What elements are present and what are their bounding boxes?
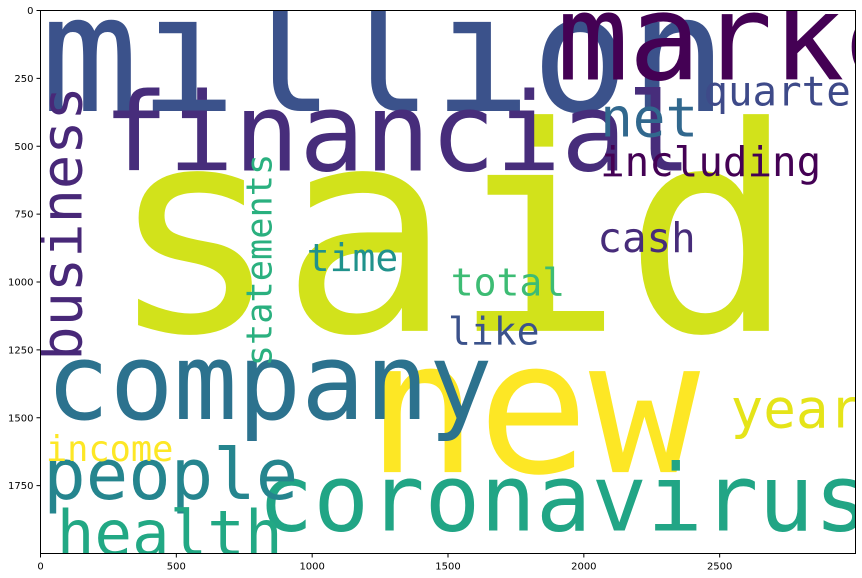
word-time: time	[307, 236, 399, 280]
x-tick-label: 2000	[571, 562, 596, 573]
word-business: business	[29, 86, 95, 361]
y-tick-label: 0	[27, 6, 33, 17]
word-financial: financial	[103, 70, 692, 197]
y-tick-label: 1500	[8, 413, 33, 424]
x-axis-ticks: 0 500 1000 1500 2000 2500	[37, 553, 732, 573]
y-tick-label: 750	[14, 210, 33, 221]
word-statements: statements	[239, 154, 280, 367]
word-total: total	[451, 261, 565, 305]
word-health: health	[57, 497, 283, 570]
word-net: net	[600, 87, 698, 150]
word-market: market	[557, 0, 862, 109]
x-tick-label: 0	[37, 562, 43, 573]
x-tick-label: 1000	[299, 562, 324, 573]
y-tick-label: 500	[14, 142, 33, 153]
y-tick-label: 1750	[8, 481, 33, 492]
x-tick-label: 500	[167, 562, 186, 573]
x-tick-label: 2500	[707, 562, 732, 573]
y-tick-label: 1000	[8, 278, 33, 289]
word-million: million	[41, 0, 728, 150]
word-quarter: quarter	[703, 68, 862, 116]
word-said: said	[108, 67, 795, 399]
word-including: including	[600, 138, 821, 186]
x-tick-label: 1500	[435, 562, 460, 573]
word-coronavirus: coronavirus	[258, 444, 862, 552]
y-tick-label: 250	[14, 74, 33, 85]
word-cash: cash	[597, 214, 695, 262]
y-tick-label: 1250	[8, 345, 33, 356]
word-like: like	[448, 309, 540, 353]
word-income: income	[46, 429, 174, 470]
y-axis-ticks: 0 250 500 750 1000 1250 1500 1750	[8, 6, 41, 492]
word-company: company	[46, 321, 493, 444]
word-people: people	[43, 433, 298, 516]
word-new: new	[367, 301, 701, 516]
word-year: year	[731, 377, 862, 440]
